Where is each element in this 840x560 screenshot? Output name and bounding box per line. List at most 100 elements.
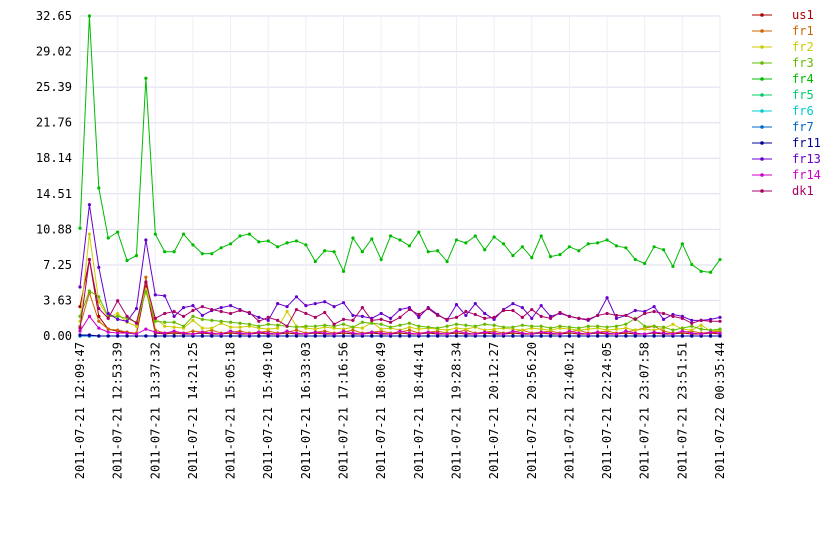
data-point [483,316,487,320]
data-point [388,332,393,336]
data-point [247,232,252,236]
data-point [633,257,637,262]
data-point [492,334,496,338]
data-point [454,334,459,338]
data-point [97,326,101,330]
data-point [116,311,120,316]
data-point [257,324,261,328]
data-point [633,328,637,332]
data-point [219,319,223,323]
data-point [661,331,666,335]
series-line [79,204,721,322]
data-point [426,306,430,311]
data-point [633,308,637,313]
data-point [144,327,148,331]
data-point [577,326,581,330]
data-point [652,330,656,334]
data-point [511,308,515,313]
data-point [191,308,195,313]
y-tick-label: 21.76 [36,116,72,130]
data-point [351,318,355,322]
data-point [643,324,647,328]
legend-marker [760,29,764,33]
x-tick-label: 2011-07-21 15:49:10 [261,342,275,479]
legend-label: us1 [792,8,814,22]
y-tick-label: 10.88 [36,222,72,236]
data-point [567,314,572,318]
x-tick-label: 2011-07-21 23:07:58 [638,342,652,479]
data-point [181,334,186,338]
data-point [210,334,214,338]
data-point [87,257,92,262]
plot-frame [79,15,721,337]
data-point [97,265,101,269]
data-point [445,324,449,328]
data-point [125,331,129,335]
data-point [492,315,496,319]
data-point [313,327,317,331]
data-point [228,242,233,246]
data-point [511,334,515,338]
data-point [398,323,402,327]
data-point [426,334,430,338]
x-tick-label: 2011-07-21 20:56:20 [525,342,539,479]
data-point [548,331,553,335]
data-point [266,239,270,243]
data-point [530,324,534,328]
data-point [191,243,195,247]
data-point [313,302,317,306]
data-point [191,314,195,318]
data-point [398,315,402,319]
data-point [614,313,619,318]
data-point [323,331,327,335]
data-point [690,331,694,335]
legend-label: fr6 [792,104,814,118]
data-point [313,315,317,319]
data-point [210,318,214,322]
data-point [483,330,487,334]
data-point [116,299,120,303]
data-point [473,324,477,328]
data-point [718,315,722,319]
data-point [445,328,449,332]
y-tick-label: 25.39 [36,80,72,94]
data-point [398,238,402,242]
data-point [426,330,430,334]
data-point [228,334,233,338]
data-point [492,323,496,327]
data-point [191,332,195,336]
data-point [605,325,609,329]
data-point [596,330,600,334]
data-point [605,296,609,300]
data-point [144,76,148,80]
data-point [690,328,694,332]
legend-marker [760,77,764,81]
data-point [661,248,666,252]
x-tick-label: 2011-07-21 17:16:56 [337,342,351,479]
data-point [407,334,412,338]
data-point [586,324,590,328]
data-point [172,325,176,329]
data-point [407,307,412,312]
data-point [445,317,449,321]
data-point [106,236,110,240]
data-point [294,334,299,338]
data-point [360,326,364,330]
legend-label: fr7 [792,120,814,134]
data-point [304,304,308,308]
data-point [351,328,355,332]
data-point [219,332,223,336]
legend-label: fr13 [792,152,821,166]
data-point [304,324,308,328]
data-point [530,332,534,336]
legend-marker [760,93,764,97]
data-point [624,322,628,326]
data-point [567,329,572,333]
data-point [144,287,148,291]
series-line [79,15,721,273]
data-point [605,311,609,316]
data-point [690,324,694,328]
data-point [558,332,562,336]
x-tick-label: 2011-07-21 18:44:41 [412,342,426,479]
data-point [539,330,543,334]
